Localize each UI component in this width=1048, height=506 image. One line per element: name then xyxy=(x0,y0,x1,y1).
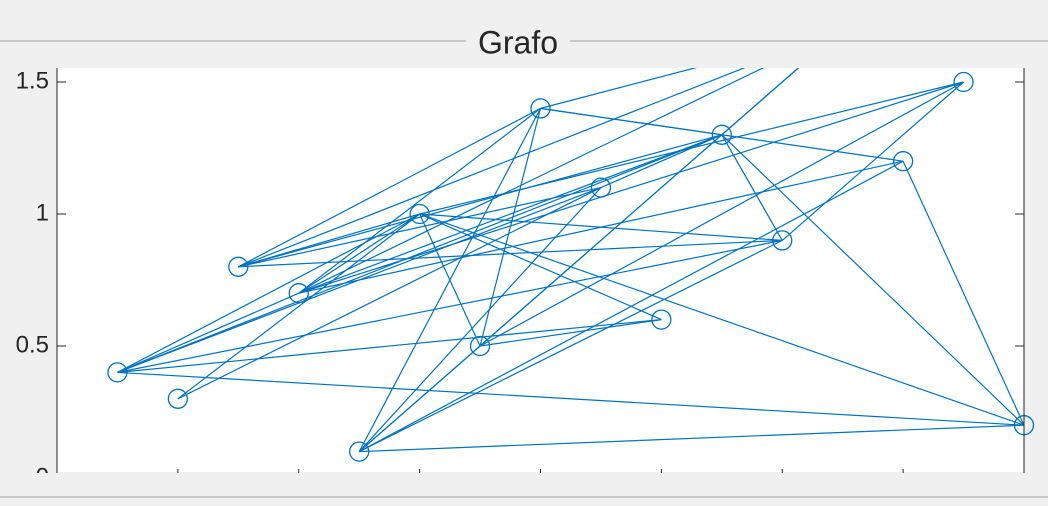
chart-title: Grafo xyxy=(478,24,558,60)
edge xyxy=(177,213,420,400)
edge xyxy=(238,68,746,268)
node xyxy=(469,335,491,357)
node xyxy=(953,71,974,93)
edge xyxy=(419,213,662,321)
y-tick-label: 0.5 xyxy=(16,331,49,358)
title-bg xyxy=(466,28,570,58)
bottom-panel xyxy=(0,473,1048,506)
edge xyxy=(298,213,420,294)
edge xyxy=(600,134,723,189)
edge xyxy=(359,424,1025,453)
node xyxy=(711,124,732,145)
edge xyxy=(238,107,541,268)
edge xyxy=(298,81,964,294)
edge xyxy=(238,187,602,268)
edge xyxy=(479,81,964,347)
edge xyxy=(117,134,723,373)
edge xyxy=(419,213,481,347)
node xyxy=(228,256,249,277)
node xyxy=(409,203,430,225)
edge xyxy=(902,160,1025,426)
node xyxy=(772,230,793,251)
edge xyxy=(117,239,783,373)
node xyxy=(590,177,612,198)
edge xyxy=(540,68,697,109)
edge xyxy=(479,68,800,347)
edge xyxy=(721,134,1025,426)
edge xyxy=(358,345,481,453)
node xyxy=(651,309,672,330)
edge xyxy=(479,108,542,347)
edge xyxy=(298,107,541,294)
edge xyxy=(117,213,420,373)
edge xyxy=(419,213,1025,426)
edge xyxy=(419,213,783,241)
y-tick-label: 1 xyxy=(36,199,49,226)
y-tick-label: 1.5 xyxy=(16,67,49,94)
plot xyxy=(107,20,1035,462)
edge xyxy=(358,187,602,453)
edge xyxy=(781,81,964,241)
edge xyxy=(479,319,662,347)
edge xyxy=(238,134,722,268)
node xyxy=(288,283,309,304)
edge xyxy=(117,371,1025,426)
node xyxy=(349,441,370,462)
edge xyxy=(358,239,783,453)
node xyxy=(530,98,551,119)
edge xyxy=(117,318,662,373)
node xyxy=(107,362,128,383)
node xyxy=(167,388,189,409)
edge xyxy=(117,292,299,373)
node xyxy=(892,151,914,172)
node xyxy=(833,20,852,39)
edge xyxy=(298,68,765,294)
edge xyxy=(298,134,723,294)
edge xyxy=(177,187,602,400)
edge xyxy=(721,134,783,241)
